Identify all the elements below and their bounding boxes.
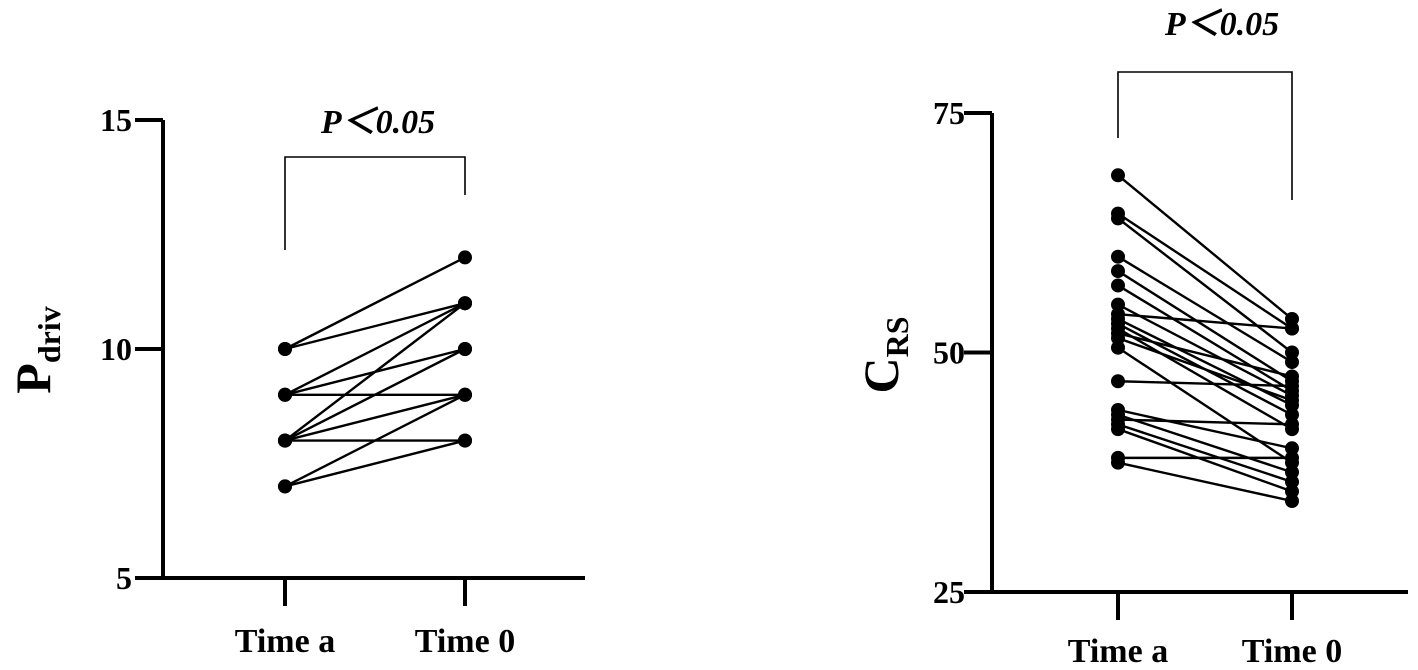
data-point-time-a: [1111, 249, 1125, 264]
data-point-time-0: [1285, 369, 1299, 384]
paired-line: [284, 302, 466, 351]
paired-line: [1117, 413, 1293, 474]
paired-line: [1117, 423, 1293, 483]
data-point-time-0: [1285, 407, 1299, 422]
x-tick-label: Time a: [235, 623, 335, 660]
paired-line: [1117, 428, 1293, 493]
y-axis-label-main: C: [853, 357, 909, 393]
significance-bracket: [1117, 71, 1293, 200]
paired-line: [1117, 327, 1293, 431]
data-point-time-0: [1285, 474, 1299, 489]
data-point-time-0: [458, 296, 472, 311]
x-tick-label: Time 0: [1242, 633, 1342, 670]
data-point-time-0: [1285, 465, 1299, 480]
data-point-time-a: [278, 433, 292, 448]
data-point-time-0: [1285, 450, 1299, 465]
y-tick-label: 75: [933, 95, 965, 131]
data-point-time-0: [1285, 441, 1299, 456]
paired-line: [1117, 408, 1293, 450]
x-tick-label: Time a: [1068, 633, 1168, 670]
data-point-time-a: [1111, 264, 1125, 279]
y-axis-label-subscript: RS: [879, 316, 915, 357]
p-value-annotation: P＜0.05: [1164, 6, 1279, 43]
y-axis-label: CRS: [853, 316, 915, 393]
paired-line: [284, 393, 466, 442]
data-point-time-a: [1111, 374, 1125, 389]
data-point-time-a: [1111, 331, 1125, 346]
paired-line: [284, 302, 466, 442]
data-point-time-a: [278, 479, 292, 494]
data-point-time-a: [1111, 422, 1125, 437]
data-point-time-0: [1285, 493, 1299, 508]
paired-line: [284, 256, 466, 351]
chart-2: 25 50 75 Time a Time 0 CRS P＜0.05: [853, 6, 1408, 670]
data-point-time-0: [1285, 379, 1299, 394]
data-point-time-a: [278, 387, 292, 402]
data-point-time-a: [278, 342, 292, 356]
data-point-time-0: [1285, 321, 1299, 336]
data-point-time-a: [1111, 211, 1125, 226]
data-point-time-0: [1285, 345, 1299, 360]
y-axis-label-subscript: driv: [31, 306, 67, 363]
data-point-time-0: [458, 433, 472, 448]
data-point-time-0: [458, 250, 472, 265]
y-axis-label: Pdriv: [5, 306, 67, 393]
data-point-time-0: [1285, 393, 1299, 408]
paired-line: [284, 347, 466, 442]
paired-line: [1117, 461, 1293, 503]
paired-line: [1117, 332, 1293, 378]
data-point-time-a: [1111, 278, 1125, 293]
y-tick-label: 25: [933, 574, 965, 610]
significance-bracket: [284, 156, 466, 250]
paired-line: [284, 302, 466, 396]
data-point-time-0: [1285, 355, 1299, 370]
data-point-time-0: [1285, 311, 1299, 326]
data-point-time-0: [1285, 484, 1299, 499]
chart-1: 5 10 15 Time a Time 0 Pdriv P＜0.05: [5, 102, 585, 660]
paired-line: [1117, 284, 1293, 392]
paired-line: [1117, 212, 1293, 330]
data-point-time-0: [1285, 417, 1299, 432]
data-point-time-a: [1111, 168, 1125, 183]
x-tick-label: Time 0: [415, 623, 515, 660]
paired-line: [1117, 337, 1293, 402]
paired-line: [1117, 174, 1293, 320]
paired-line: [1117, 346, 1293, 464]
p-value-annotation: P＜0.05: [320, 104, 435, 141]
data-point-time-0: [458, 342, 472, 356]
paired-line: [1117, 380, 1293, 388]
data-point-time-0: [458, 387, 472, 402]
paired-line: [1117, 217, 1293, 354]
y-tick-label: 50: [933, 335, 965, 371]
paired-line: [1117, 418, 1293, 426]
paired-line: [1117, 270, 1293, 383]
y-tick-label: 5: [116, 560, 132, 596]
paired-line: [284, 439, 466, 488]
data-point-time-a: [1111, 297, 1125, 312]
paired-line: [1117, 303, 1293, 397]
paired-line: [284, 393, 466, 488]
data-point-time-a: [1111, 340, 1125, 355]
paired-line: [1117, 312, 1293, 330]
y-tick-label: 10: [100, 331, 132, 367]
y-axis-label-main: P: [5, 363, 61, 394]
data-point-time-a: [1111, 455, 1125, 470]
paired-line: [1117, 255, 1293, 364]
y-tick-label: 15: [100, 102, 132, 138]
